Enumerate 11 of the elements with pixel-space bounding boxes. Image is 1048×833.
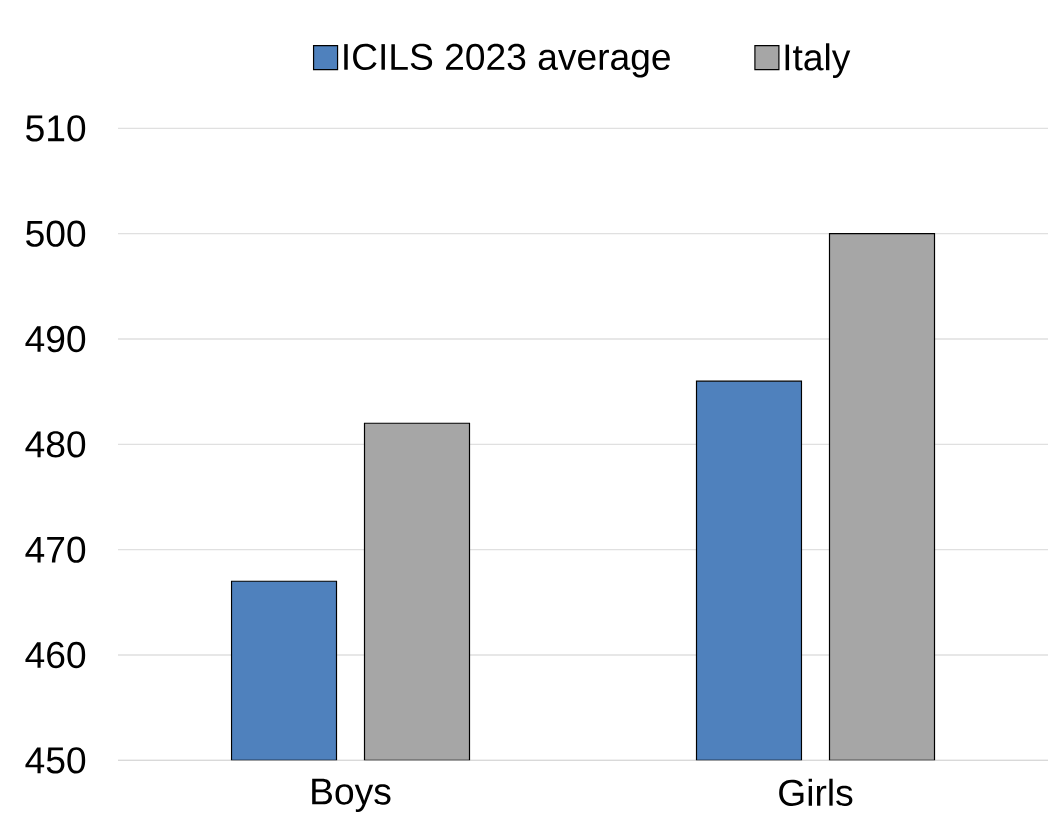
legend-label: ICILS 2023 average [344, 43, 670, 78]
y-tick-label: 460 [25, 641, 86, 668]
y-tick-label: 450 [25, 747, 86, 774]
x-tick-label: Girls [779, 778, 853, 806]
y-tick-label: 490 [25, 325, 86, 352]
x-tick-label: Boys [312, 778, 391, 812]
legend-label: Italy [785, 43, 851, 78]
y-tick-label: 480 [25, 431, 86, 458]
y-tick-label: 500 [26, 220, 86, 247]
y-tick-label: 470 [25, 536, 86, 563]
y-tick-label: 510 [26, 115, 86, 142]
